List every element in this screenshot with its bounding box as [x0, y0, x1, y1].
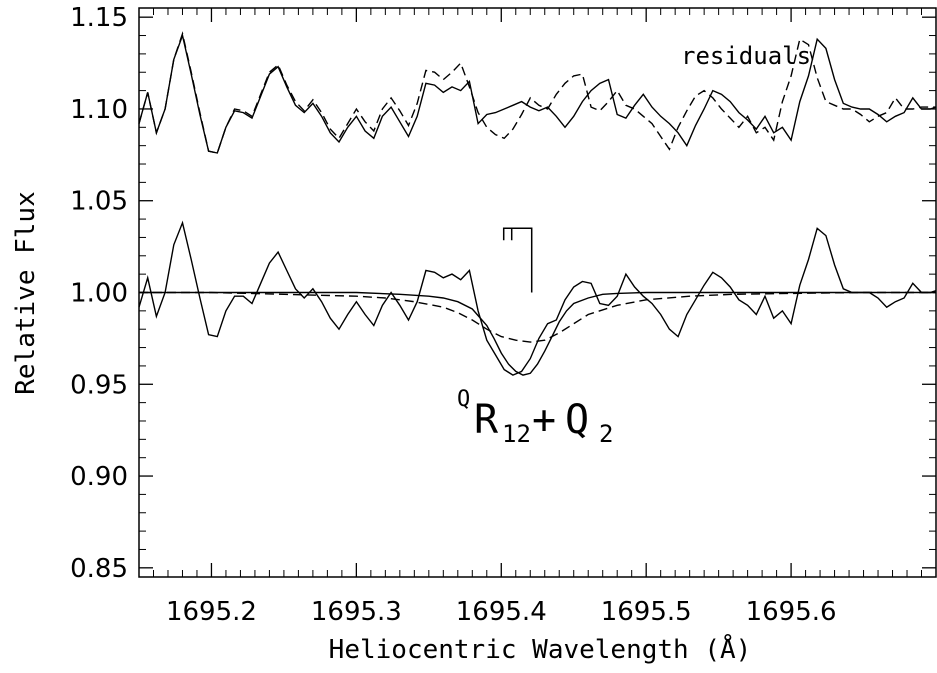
y-tick-label: 0.85: [70, 554, 128, 584]
line-id-base1: R: [474, 397, 499, 443]
x-tick-label: 1695.5: [601, 597, 692, 627]
y-axis-title: Relative Flux: [11, 191, 41, 395]
residuals-label: residuals: [681, 42, 811, 70]
y-tick-label: 0.95: [70, 370, 128, 400]
series-line-5: [138, 31, 936, 154]
series-line-2: [139, 291, 936, 376]
marker-bracket: [502, 227, 533, 293]
series-line-4: [138, 33, 937, 154]
x-tick-label: 1695.4: [456, 597, 547, 627]
y-tick-label: 1.00: [70, 279, 128, 309]
series-layer: [138, 31, 937, 376]
line-position-marker: [502, 227, 533, 293]
series-line-1: [138, 220, 937, 376]
y-tick-label: 0.90: [70, 462, 128, 492]
x-tick-label: 1695.2: [166, 597, 257, 627]
x-tick-label: 1695.3: [311, 597, 402, 627]
axis-ticks: [138, 8, 936, 577]
y-tick-label: 1.05: [70, 187, 128, 217]
line-id-plus: +: [532, 397, 556, 443]
x-axis-title: Heliocentric Wavelength (Å): [329, 633, 752, 665]
line-id-subscript1: 12: [502, 420, 531, 448]
y-tick-label: 1.10: [70, 95, 128, 125]
x-tick-label: 1695.6: [746, 597, 837, 627]
y-tick-label: 1.15: [70, 3, 128, 33]
y-tick-labels: 0.85 0.90 0.95 1.00 1.05 1.10 1.15: [70, 3, 128, 584]
line-id-base2: Q: [565, 397, 589, 443]
line-id-subscript2: 2: [599, 420, 613, 448]
line-id-superscript: Q: [457, 387, 470, 412]
x-tick-labels: 1695.2 1695.3 1695.4 1695.5 1695.6: [166, 597, 837, 627]
series-line-3: [139, 291, 936, 343]
line-identification-label: Q R 12 + Q 2: [457, 387, 613, 448]
